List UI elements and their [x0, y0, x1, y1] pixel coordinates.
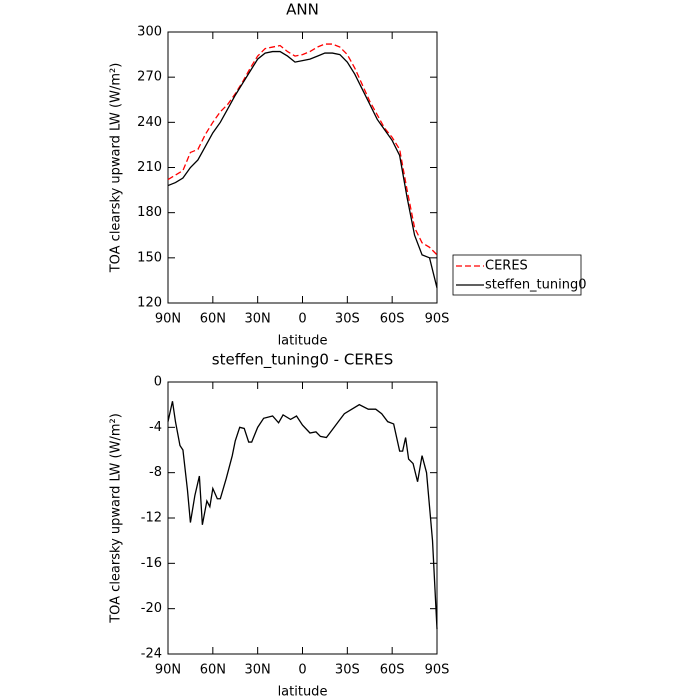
chart-title: steffen_tuning0 - CERES	[212, 351, 393, 370]
y-tick-label: -24	[141, 647, 162, 662]
y-tick-label: -20	[141, 601, 162, 616]
x-tick-label: 60S	[380, 312, 405, 327]
x-tick-label: 30N	[245, 663, 271, 678]
x-tick-label: 90S	[425, 312, 450, 327]
data-line	[167, 401, 438, 630]
y-tick-label: 0	[154, 375, 162, 390]
legend-label: CERES	[485, 259, 528, 274]
y-tick-label: -16	[141, 556, 162, 571]
y-tick-label: 150	[137, 250, 162, 265]
chart-panel: ANN latitude TOA clearsky upward LW (W/m²)…	[109, 1, 587, 349]
data-line	[167, 50, 438, 289]
y-tick-label: 120	[137, 296, 162, 311]
y-axis-label: TOA clearsky upward LW (W/m²)	[109, 413, 124, 624]
y-tick-label: 240	[137, 115, 162, 130]
y-tick-label: 180	[137, 205, 162, 220]
legend: CERES steffen_tuning0	[452, 254, 587, 296]
y-tick-label: 210	[137, 160, 162, 175]
x-tick-label: 30S	[335, 312, 360, 327]
y-axis-label: TOA clearsky upward LW (W/m²)	[109, 63, 124, 274]
chart-title: ANN	[286, 1, 319, 19]
x-tick-label: 90S	[425, 663, 450, 678]
data-line	[167, 43, 438, 256]
x-tick-label: 60N	[200, 312, 226, 327]
y-tick-label: -12	[141, 511, 162, 526]
x-axis-label: latitude	[278, 685, 328, 700]
x-tick-label: 30S	[335, 663, 360, 678]
chart-panel: steffen_tuning0 - CERES latitude TOA clear…	[109, 351, 450, 700]
x-tick-label: 90N	[155, 312, 181, 327]
x-axis-label: latitude	[278, 334, 328, 349]
y-tick-label: -4	[149, 420, 162, 435]
x-tick-label: 60S	[380, 663, 405, 678]
y-tick-label: 300	[137, 25, 162, 40]
x-tick-label: 90N	[155, 663, 181, 678]
y-tick-label: -8	[149, 465, 162, 480]
x-tick-label: 0	[298, 663, 306, 678]
plot-frame	[167, 381, 438, 655]
y-tick-label: 270	[137, 70, 162, 85]
plot-frame	[167, 31, 438, 304]
x-tick-label: 30N	[245, 312, 271, 327]
x-tick-label: 0	[298, 312, 306, 327]
legend-box	[452, 254, 582, 296]
legend-label: steffen_tuning0	[485, 278, 587, 293]
x-tick-label: 60N	[200, 663, 226, 678]
